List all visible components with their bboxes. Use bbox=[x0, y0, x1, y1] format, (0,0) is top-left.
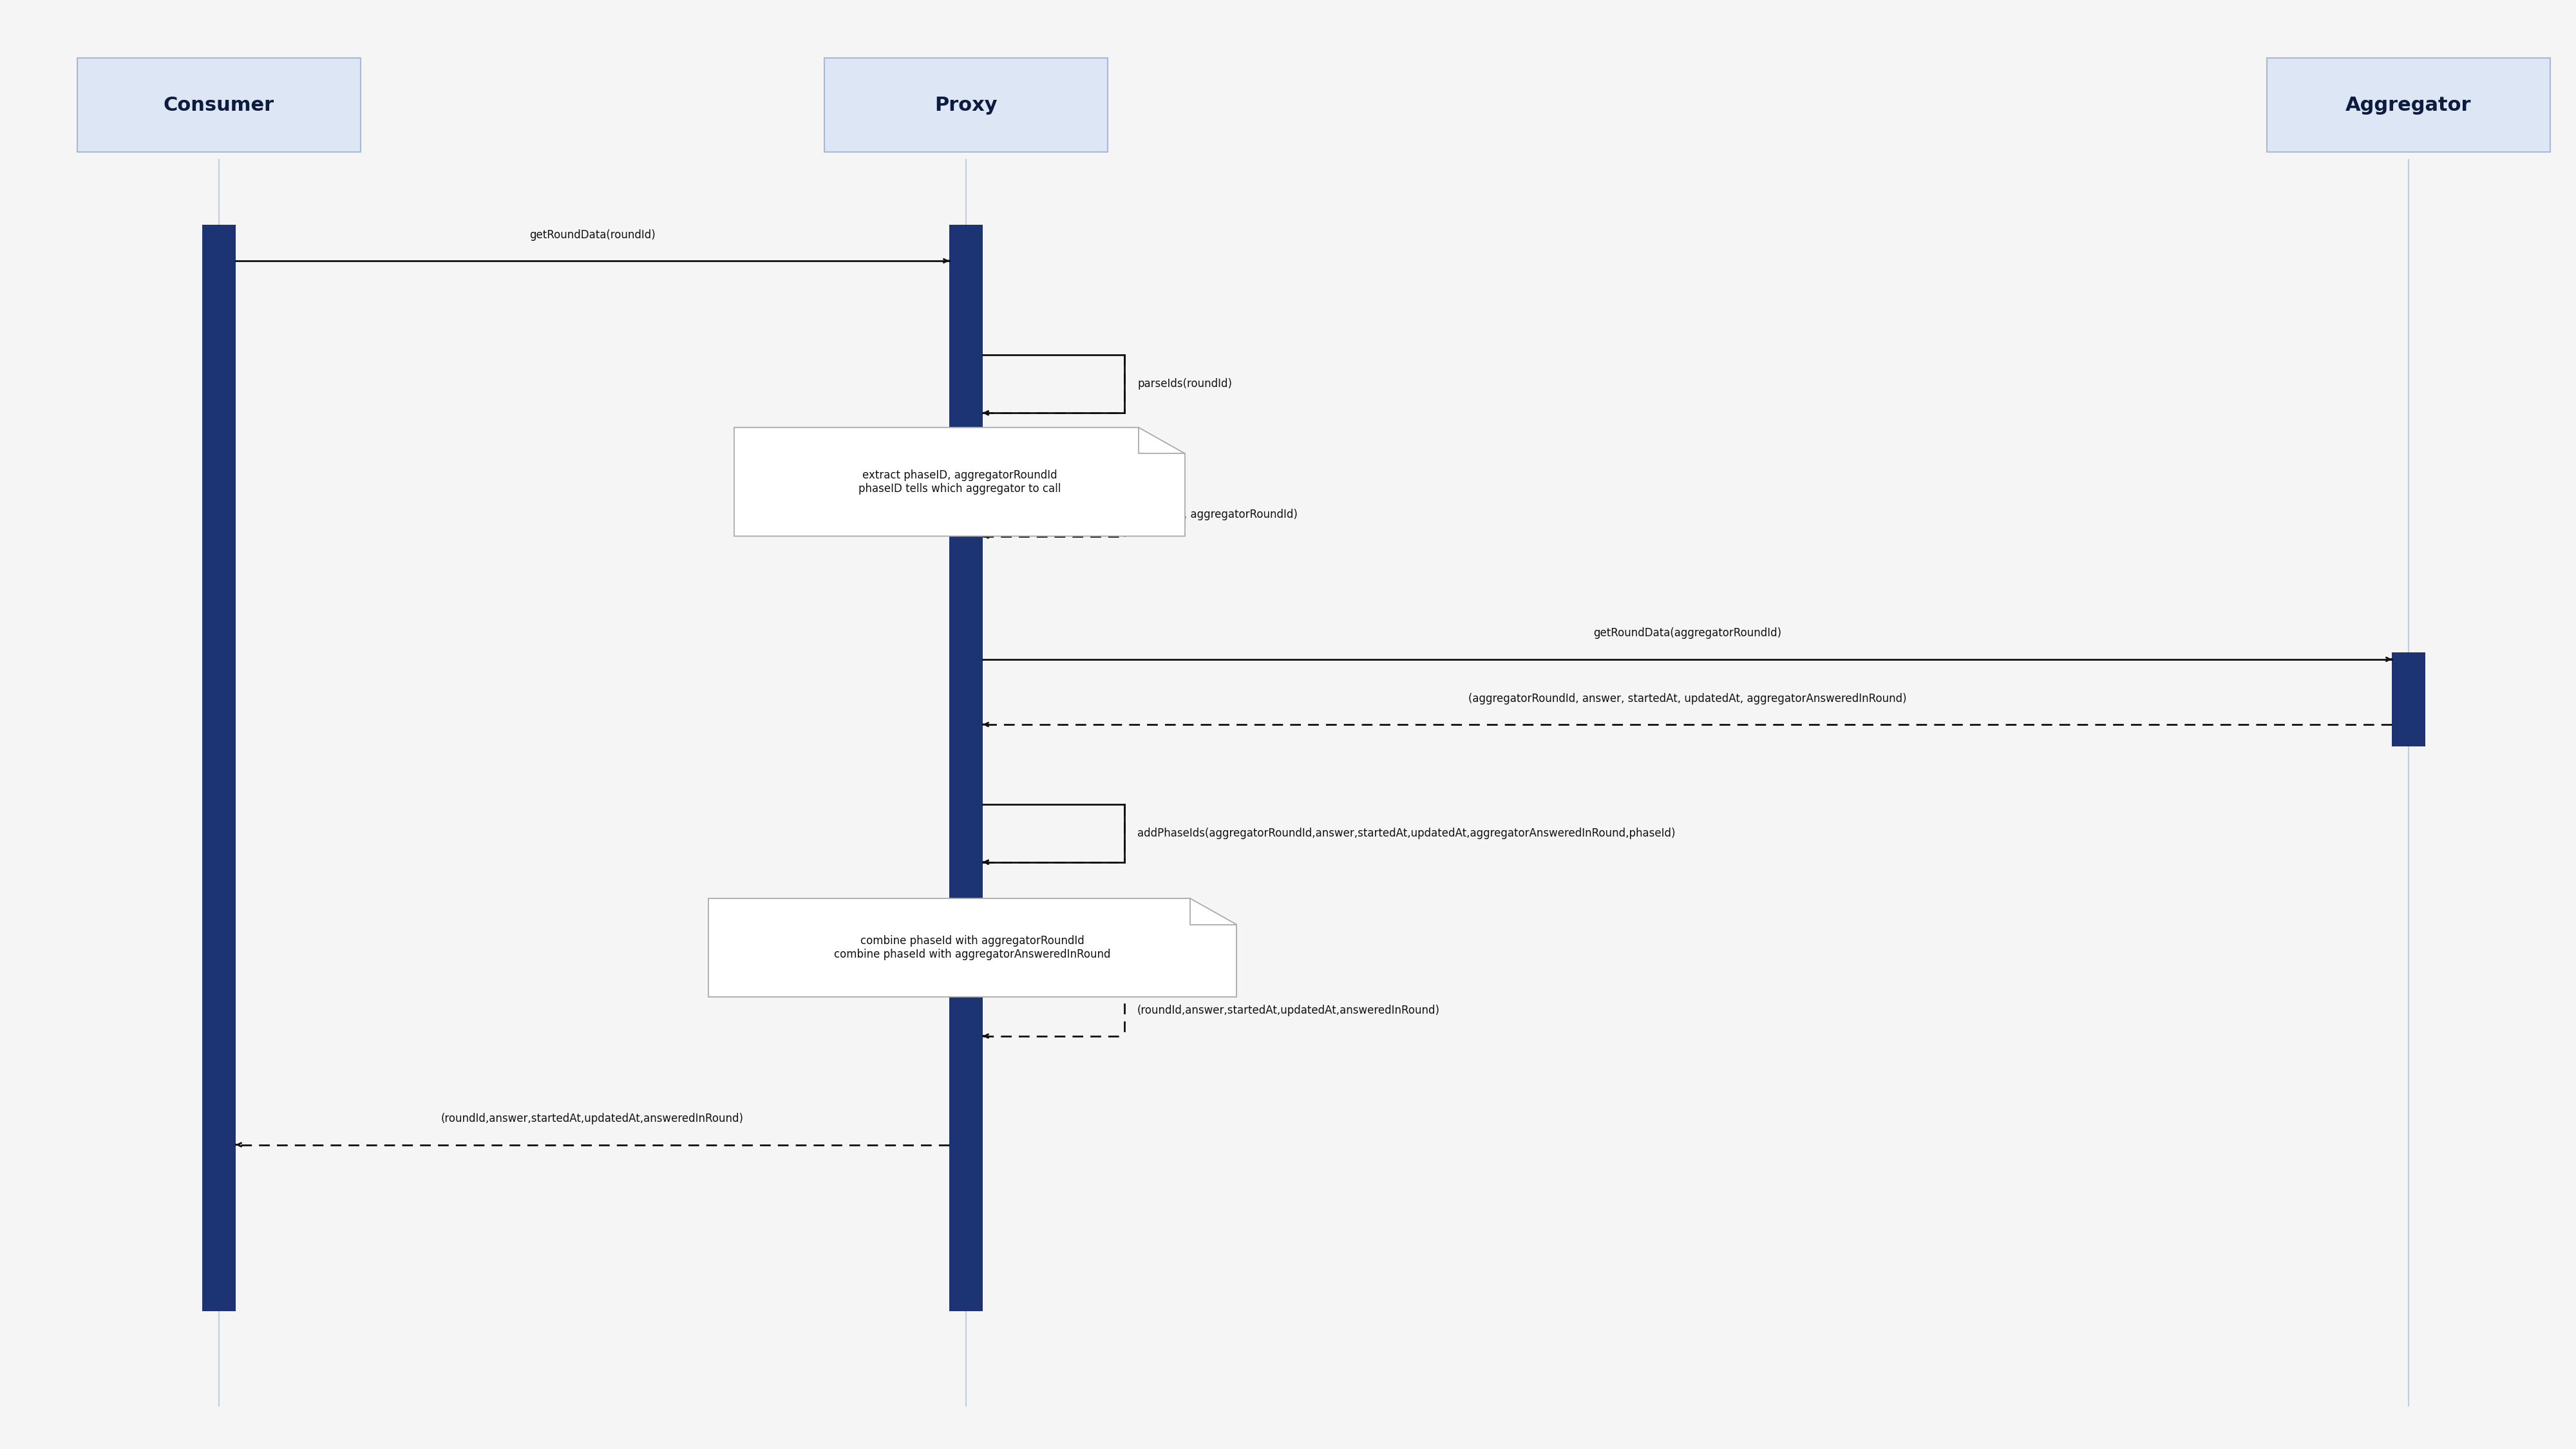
Text: parseIds(roundId): parseIds(roundId) bbox=[1139, 378, 1231, 390]
Text: combine phaseId with aggregatorRoundId
combine phaseId with aggregatorAnsweredIn: combine phaseId with aggregatorRoundId c… bbox=[835, 935, 1110, 961]
Text: extract phaseID, aggregatorRoundId
phaseID tells which aggregator to call: extract phaseID, aggregatorRoundId phase… bbox=[858, 469, 1061, 494]
Text: Aggregator: Aggregator bbox=[2347, 96, 2470, 114]
Text: Proxy: Proxy bbox=[935, 96, 997, 114]
Text: (roundId,answer,startedAt,updatedAt,answeredInRound): (roundId,answer,startedAt,updatedAt,answ… bbox=[440, 1113, 744, 1124]
Text: getRoundData(roundId): getRoundData(roundId) bbox=[531, 229, 654, 241]
FancyBboxPatch shape bbox=[77, 58, 361, 152]
Bar bbox=[201, 225, 237, 1311]
Text: getRoundData(aggregatorRoundId): getRoundData(aggregatorRoundId) bbox=[1592, 627, 1783, 639]
Text: (phaseId, aggregatorRoundId): (phaseId, aggregatorRoundId) bbox=[1139, 509, 1298, 520]
Polygon shape bbox=[734, 427, 1185, 536]
Bar bbox=[2393, 652, 2427, 746]
Polygon shape bbox=[708, 898, 1236, 997]
FancyBboxPatch shape bbox=[2267, 58, 2550, 152]
FancyBboxPatch shape bbox=[824, 58, 1108, 152]
Text: (aggregatorRoundId, answer, startedAt, updatedAt, aggregatorAnsweredInRound): (aggregatorRoundId, answer, startedAt, u… bbox=[1468, 693, 1906, 704]
Text: addPhaseIds(aggregatorRoundId,answer,startedAt,updatedAt,aggregatorAnsweredInRou: addPhaseIds(aggregatorRoundId,answer,sta… bbox=[1139, 827, 1674, 839]
Text: Consumer: Consumer bbox=[162, 96, 276, 114]
Bar bbox=[948, 225, 984, 1311]
Text: (roundId,answer,startedAt,updatedAt,answeredInRound): (roundId,answer,startedAt,updatedAt,answ… bbox=[1139, 1006, 1440, 1017]
